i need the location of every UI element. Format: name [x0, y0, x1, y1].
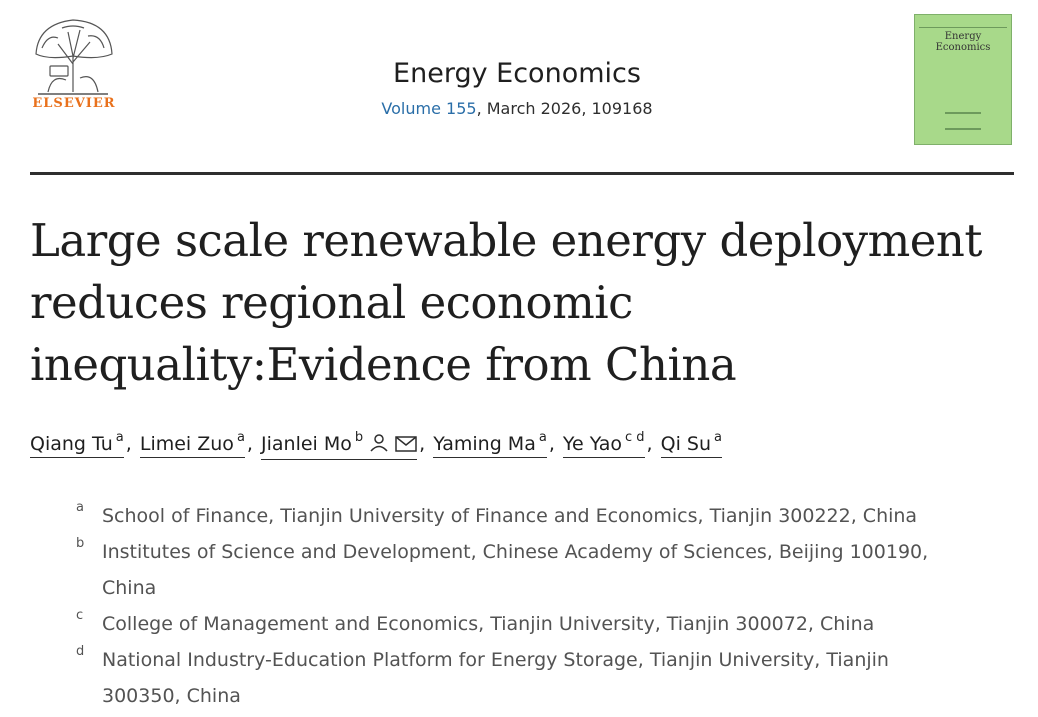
affiliation-list: a School of Finance, Tianjin University o… — [70, 498, 970, 714]
publisher-name: ELSEVIER — [32, 96, 116, 111]
affiliation-item: a School of Finance, Tianjin University o… — [70, 498, 970, 534]
author-link[interactable]: Ye Yao c d — [562, 430, 645, 458]
affiliation-text: School of Finance, Tianjin University of… — [102, 505, 918, 527]
author-list: Qiang Tu a, Limei Zuo a, Jianlei Mo b, Yami… — [30, 430, 1020, 460]
journal-cover[interactable]: Energy Economics — [914, 14, 1012, 145]
affiliation-text: National Industry-Education Platform for… — [102, 649, 889, 707]
cover-title-line: Energy — [944, 31, 982, 42]
cover-header-bar — [919, 19, 1007, 28]
author-separator: , — [246, 433, 253, 455]
author-affiliation-sup: c d — [624, 430, 645, 445]
affiliation-item: d National Industry-Education Platform fo… — [70, 642, 970, 714]
author-affiliation-sup: a — [538, 430, 547, 445]
volume-link[interactable]: Volume 155 — [381, 99, 477, 118]
author-separator: , — [125, 433, 132, 455]
article-title-line: Large scale renewable energy deployment — [30, 214, 982, 267]
journal-title[interactable]: Energy Economics — [393, 58, 641, 89]
affiliation-item: b Institutes of Science and Development, … — [70, 534, 970, 606]
cover-footer-lines — [945, 112, 981, 130]
author-affiliation-sup: b — [354, 430, 364, 445]
header-divider — [30, 172, 1014, 175]
author-link[interactable]: Qiang Tu a — [30, 430, 124, 458]
author-name: Qiang Tu — [30, 433, 113, 455]
author-name: Ye Yao — [562, 433, 622, 455]
affiliation-label: b — [76, 536, 85, 551]
author-name: Yaming Ma — [433, 433, 536, 455]
author-affiliation-sup: a — [236, 430, 245, 445]
article-title: Large scale renewable energy deployment … — [30, 210, 1010, 396]
author-name: Limei Zuo — [139, 433, 234, 455]
article-title-line: inequality:Evidence from China — [30, 338, 737, 391]
affiliation-item: c College of Management and Economics, Ti… — [70, 606, 970, 642]
author-separator: , — [646, 433, 653, 455]
affiliation-label: d — [76, 644, 85, 659]
author-separator: , — [419, 433, 426, 455]
affiliation-label: a — [76, 500, 84, 515]
envelope-icon[interactable] — [395, 435, 417, 457]
cover-title-line: Economics — [935, 42, 991, 53]
elsevier-tree-logo[interactable] — [28, 14, 118, 114]
affiliation-label: c — [76, 608, 84, 623]
author-name: Jianlei Mo — [261, 433, 352, 455]
person-icon[interactable] — [369, 434, 389, 457]
author-affiliation-sup: a — [115, 430, 124, 445]
author-link[interactable]: Qi Su a — [660, 430, 722, 458]
affiliation-text: College of Management and Economics, Tia… — [102, 613, 875, 635]
article-title-line: reduces regional economic — [30, 276, 633, 329]
journal-header: Energy Economics Volume 155, March 2026,… — [300, 58, 734, 118]
author-link[interactable]: Limei Zuo a — [139, 430, 245, 458]
author-affiliation-sup: a — [714, 430, 722, 445]
author-link[interactable]: Yaming Ma a — [433, 430, 547, 458]
journal-issue: Volume 155, March 2026, 109168 — [300, 99, 734, 118]
author-separator: , — [548, 433, 555, 455]
author-link[interactable]: Jianlei Mo b — [261, 430, 418, 460]
issue-details: , March 2026, 109168 — [476, 99, 653, 118]
cover-title: Energy Economics — [915, 31, 1011, 53]
affiliation-text: Institutes of Science and Development, C… — [102, 541, 929, 599]
author-name: Qi Su — [660, 433, 712, 455]
